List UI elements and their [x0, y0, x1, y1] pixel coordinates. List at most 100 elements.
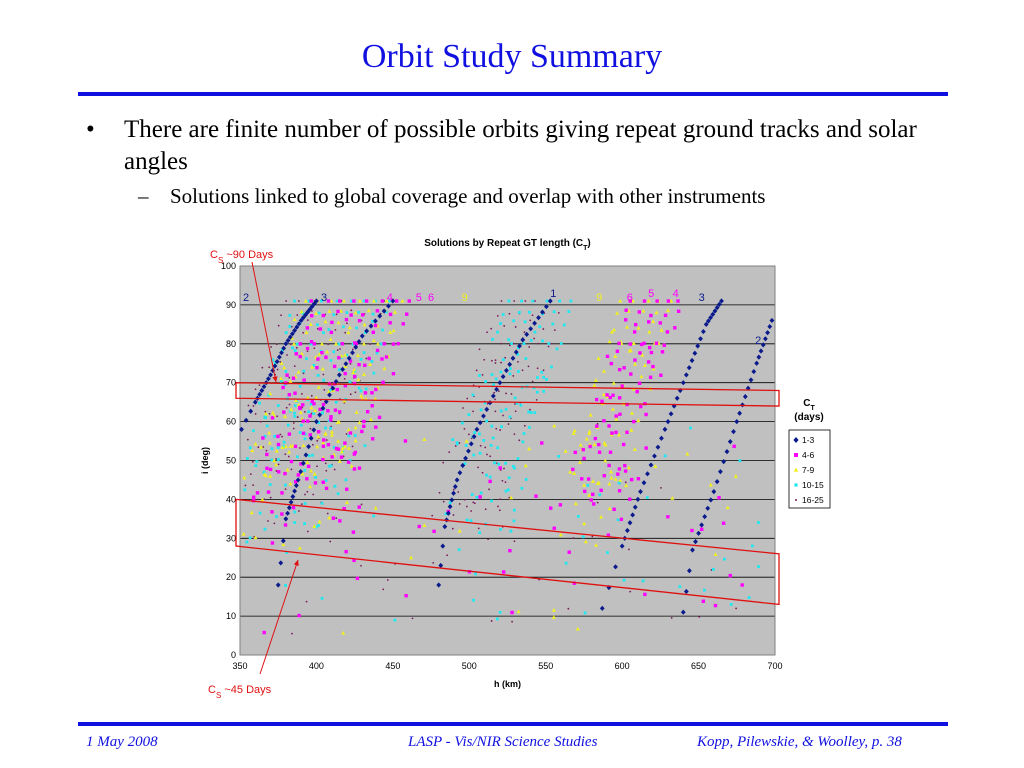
series-10-15-point [284, 583, 287, 587]
series-16-25-point [494, 410, 497, 413]
series-10-15-point [558, 299, 562, 303]
series-4-6-point [337, 356, 341, 360]
series-10-15-point [298, 431, 302, 434]
series-10-15-point [703, 588, 706, 592]
series-7-9-point [305, 395, 310, 400]
series-7-9-point [355, 353, 360, 357]
curve-label: 9 [596, 292, 602, 304]
series-10-15-point [504, 489, 508, 493]
series-4-6-point [655, 299, 659, 303]
series-1-3-point [333, 378, 339, 385]
series-1-3-point [436, 582, 442, 588]
series-7-9-point [613, 354, 618, 358]
series-16-25-point [360, 503, 363, 506]
series-10-15-point [457, 548, 461, 552]
series-10-15-point [317, 523, 320, 527]
series-4-6-point [363, 363, 367, 367]
series-10-15-point [286, 423, 290, 427]
series-4-6-point [592, 502, 596, 506]
series-10-15-point [564, 561, 568, 565]
series-4-6-point [321, 402, 326, 407]
series-7-9-point [323, 431, 328, 436]
series-7-9-point [590, 479, 595, 483]
series-10-15-point [498, 610, 502, 614]
series-10-15-point [324, 478, 328, 482]
series-10-15-point [280, 348, 284, 352]
series-10-15-point [337, 342, 341, 346]
series-7-9-point [400, 298, 405, 303]
series-16-25-point [512, 375, 515, 377]
y-tick-label: 50 [226, 456, 236, 466]
series-10-15-point [284, 370, 288, 373]
series-4-6-point [605, 393, 609, 397]
series-10-15-point [501, 313, 505, 316]
series-16-25-point [500, 361, 502, 364]
series-10-15-point [296, 455, 299, 459]
series-4-6-point [608, 450, 613, 454]
series-10-15-point [547, 342, 551, 345]
series-4-6-point [391, 342, 396, 346]
series-7-9-point [336, 320, 341, 325]
series-16-25-point [596, 422, 599, 425]
series-7-9-point [317, 519, 322, 524]
series-10-15-point [336, 492, 340, 496]
series-10-15-point [485, 419, 489, 423]
series-16-25-point [296, 416, 299, 418]
series-7-9-point [362, 322, 367, 327]
series-10-15-point [359, 389, 363, 393]
series-10-15-point [478, 451, 482, 455]
series-16-25-point [472, 501, 475, 504]
series-4-6-point [633, 322, 638, 327]
series-16-25-point [628, 548, 630, 551]
series-7-9-point [343, 364, 348, 369]
series-4-6-point [280, 491, 284, 495]
series-4-6-point [649, 313, 653, 318]
series-10-15-point [542, 389, 546, 393]
series-7-9-point [353, 310, 358, 315]
series-10-15-point [381, 328, 384, 332]
series-10-15-point [540, 370, 544, 374]
series-16-25-point [262, 446, 265, 448]
series-4-6-point [618, 412, 622, 416]
series-1-3-point [683, 588, 689, 595]
series-16-25-point [322, 373, 325, 376]
series-7-9-point [337, 459, 342, 463]
series-1-3-point [243, 417, 249, 423]
series-7-9-point [299, 351, 304, 356]
series-4-6-point [306, 464, 311, 469]
series-10-15-point [332, 350, 336, 354]
series-1-3-point [285, 337, 291, 344]
series-7-9-point [651, 319, 656, 324]
legend-marker [794, 453, 798, 457]
series-4-6-point [633, 358, 637, 362]
series-4-6-point [732, 444, 736, 449]
series-16-25-point [513, 540, 516, 543]
legend-marker [795, 499, 797, 501]
series-16-25-point [466, 397, 469, 400]
series-7-9-point [342, 298, 347, 303]
series-10-15-point [322, 378, 326, 382]
series-16-25-point [528, 346, 531, 348]
series-4-6-point [316, 357, 320, 361]
series-10-15-point [522, 432, 526, 435]
series-7-9-point [624, 483, 629, 488]
series-16-25-point [281, 435, 283, 438]
series-7-9-point [268, 391, 273, 396]
series-10-15-point [507, 299, 511, 303]
series-16-25-point [265, 449, 268, 452]
series-4-6-point [357, 505, 361, 509]
series-4-6-point [628, 299, 632, 303]
series-4-6-point [352, 467, 357, 471]
series-4-6-point [287, 432, 292, 436]
series-7-9-point [361, 341, 366, 346]
series-4-6-point [265, 466, 269, 470]
series-1-3-point [662, 426, 668, 432]
series-16-25-point [507, 423, 510, 425]
series-4-6-point [581, 447, 585, 452]
series-1-3-point [708, 315, 713, 321]
series-16-25-point [295, 346, 298, 349]
series-7-9-point [328, 337, 333, 341]
series-16-25-point [452, 514, 455, 516]
series-4-6-point [305, 326, 310, 330]
series-7-9-point [343, 352, 348, 357]
